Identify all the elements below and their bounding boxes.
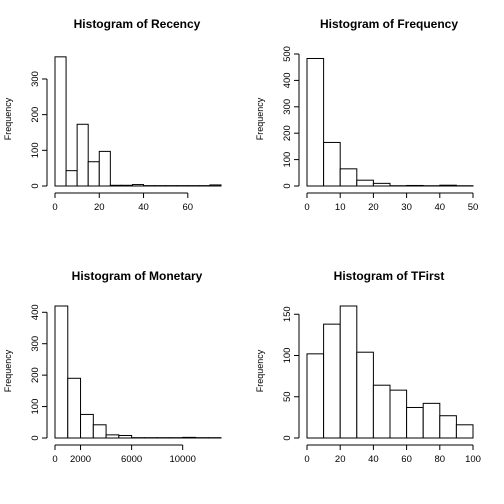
x-tick-label: 30 (401, 202, 412, 213)
y-axis-label: Frequency (3, 349, 13, 392)
x-tick-label: 40 (368, 454, 379, 465)
histogram-bar (54, 305, 69, 439)
x-tick-label: 20 (335, 454, 346, 465)
histogram-panel-tfirst: Histogram of TFirst Frequency 0 20 40 60 80 1… (255, 269, 481, 465)
y-tick-label: 200 (30, 367, 41, 383)
x-tick-label: 60 (183, 202, 194, 213)
histogram-bar (323, 141, 341, 187)
histogram-bar (67, 377, 82, 439)
histogram-bar (131, 184, 145, 187)
y-tick-label: 200 (282, 125, 293, 141)
y-axis-label: Frequency (3, 97, 13, 140)
chart-title: Histogram of TFirst (334, 269, 445, 283)
bars (54, 56, 222, 187)
y-axis: 0 100 200 300 400 500 (282, 46, 300, 189)
histogram-bar (182, 436, 196, 439)
y-axis-label: Frequency (255, 97, 265, 140)
histogram-bar (92, 424, 107, 439)
histogram-bar (389, 389, 408, 439)
bars (306, 57, 474, 187)
histogram-bar (120, 184, 133, 187)
histogram-bar (323, 323, 341, 439)
y-tick-label: 500 (282, 46, 293, 62)
x-tick-label: 40 (138, 202, 149, 213)
histogram-panel-frequency: Histogram of Frequency Frequency 0 10 20 30… (255, 17, 478, 213)
chart-title: Histogram of Recency (74, 17, 201, 31)
histogram-bar (372, 182, 391, 187)
histogram-bar (439, 415, 457, 439)
histogram-bar (406, 406, 424, 439)
histogram-bar (54, 56, 67, 187)
y-axis: 0 100 200 300 400 (30, 304, 48, 441)
y-tick-label: 100 (30, 142, 41, 158)
histogram-bar (406, 184, 424, 187)
y-tick-label: 300 (282, 99, 293, 115)
y-tick-label: 0 (282, 435, 293, 440)
y-axis: 0 50 100 150 (282, 306, 300, 441)
histogram-bar (87, 161, 100, 187)
y-tick-label: 300 (30, 336, 41, 352)
histogram-bar (109, 184, 122, 187)
y-tick-label: 300 (30, 71, 41, 87)
y-tick-label: 0 (30, 183, 41, 188)
x-tick-label: 0 (52, 202, 57, 213)
y-tick-label: 150 (282, 306, 293, 322)
histogram-bar (105, 434, 120, 439)
histogram-bar (98, 150, 111, 187)
x-tick-label: 20 (368, 202, 379, 213)
bars (54, 305, 222, 439)
x-tick-label: 0 (304, 202, 309, 213)
histogram-bar (339, 168, 358, 187)
x-axis: 0 10 20 30 40 50 (304, 192, 479, 213)
y-tick-label: 400 (282, 72, 293, 88)
bars (306, 305, 474, 439)
x-tick-label: 0 (304, 454, 309, 465)
histogram-panel-recency: Histogram of Recency Frequency 0 20 40 60 0… (3, 17, 222, 213)
histogram-bar (65, 170, 78, 187)
histogram-bar (118, 434, 133, 439)
histogram-bar (306, 57, 325, 187)
x-tick-label: 10000 (169, 454, 195, 465)
histogram-bar (306, 353, 325, 439)
histogram-bar (455, 424, 474, 439)
y-tick-label: 400 (30, 304, 41, 320)
histogram-bar (339, 305, 358, 439)
x-tick-label: 10 (335, 202, 346, 213)
histogram-bar (422, 402, 441, 439)
histogram-bar (356, 351, 374, 439)
x-tick-label: 50 (468, 202, 479, 213)
y-tick-label: 0 (282, 183, 293, 188)
histogram-bar (439, 184, 457, 187)
y-tick-label: 0 (30, 435, 41, 440)
x-tick-label: 80 (435, 454, 446, 465)
x-tick-label: 2000 (70, 454, 91, 465)
y-tick-label: 100 (30, 399, 41, 415)
x-axis: 0 20 40 60 80 100 (304, 444, 481, 465)
x-tick-label: 60 (401, 454, 412, 465)
chart-title: Histogram of Monetary (72, 269, 203, 283)
x-tick-label: 0 (52, 454, 57, 465)
x-tick-label: 40 (435, 202, 446, 213)
histogram-bar (80, 413, 94, 439)
y-tick-label: 100 (282, 152, 293, 168)
x-tick-label: 6000 (121, 454, 142, 465)
y-tick-label: 200 (30, 107, 41, 123)
x-axis: 0 2000 6000 10000 (52, 444, 196, 465)
x-axis: 0 20 40 60 (52, 192, 194, 213)
y-tick-label: 100 (282, 348, 293, 364)
chart-title: Histogram of Frequency (320, 17, 458, 31)
x-tick-label: 100 (465, 454, 481, 465)
y-tick-label: 50 (282, 391, 293, 402)
histogram-bar (372, 384, 391, 439)
histogram-panel-monetary: Histogram of Monetary Frequency 0 2000 600… (3, 269, 222, 465)
histogram-bar (76, 123, 89, 187)
x-tick-label: 20 (94, 202, 105, 213)
y-axis: 0 100 200 300 (30, 71, 48, 189)
histogram-bar (356, 179, 374, 187)
y-axis-label: Frequency (255, 349, 265, 392)
histogram-bar (209, 184, 222, 187)
